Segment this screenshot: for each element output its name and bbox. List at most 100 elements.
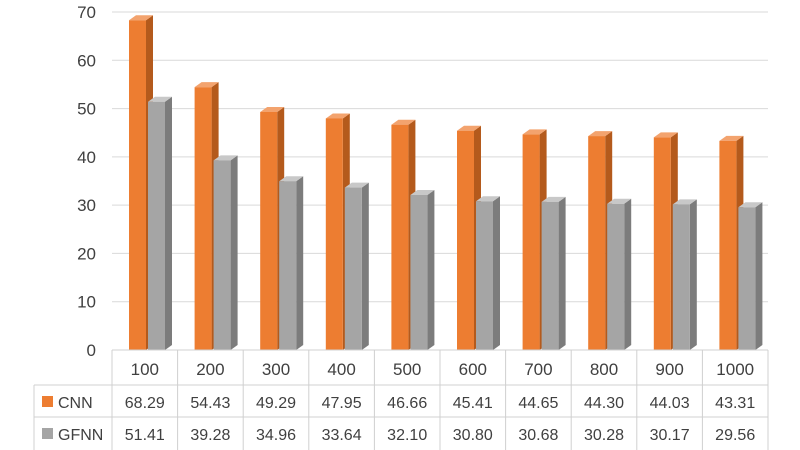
bar-front-face	[672, 204, 690, 350]
y-tick-label: 30	[77, 196, 96, 215]
bar-top-face	[148, 96, 172, 102]
data-label: 30.80	[453, 427, 493, 444]
bar-gfnn-700	[541, 196, 566, 350]
bar-front-face	[129, 20, 146, 350]
bar-top-face	[194, 82, 219, 88]
category-label: 200	[196, 360, 224, 379]
data-label: 32.10	[387, 427, 427, 444]
bar-top-face	[476, 196, 500, 202]
y-tick-label: 40	[77, 148, 96, 167]
bar-top-face	[260, 106, 285, 112]
y-tick-label: 70	[77, 3, 96, 22]
bar-front-face	[588, 136, 606, 350]
bar-side-face	[624, 198, 632, 350]
bar-top-face	[588, 131, 613, 137]
bar-front-face	[476, 201, 493, 350]
legend-label: GFNN	[58, 427, 103, 444]
category-label: 300	[262, 360, 290, 379]
bar-front-face	[410, 195, 428, 350]
bar-top-face	[719, 135, 744, 141]
data-label: 44.30	[584, 395, 624, 412]
bar-front-face	[738, 207, 756, 350]
bar-front-face	[607, 203, 625, 350]
bar-front-face	[719, 140, 737, 350]
data-label: 43.31	[715, 395, 755, 412]
bar-side-face	[427, 190, 435, 350]
bar-top-face	[541, 196, 566, 202]
y-axis: 0 10 20 30 40 50 60 70	[77, 3, 96, 360]
bar-top-face	[738, 202, 763, 208]
bar-front-face	[522, 134, 540, 350]
bar-side-face	[558, 196, 566, 350]
bar-gfnn-500	[410, 190, 435, 350]
bar-top-face	[213, 155, 238, 161]
data-label: 49.29	[256, 395, 296, 412]
category-label: 1000	[716, 360, 754, 379]
bar-top-face	[344, 182, 369, 188]
data-label: 33.64	[322, 427, 362, 444]
category-label: 100	[131, 360, 159, 379]
bar-top-face	[607, 198, 632, 204]
bar-side-face	[755, 202, 763, 350]
bar-front-face	[213, 160, 231, 350]
bar-cnn-100	[129, 15, 153, 350]
bar-top-face	[391, 119, 416, 125]
bar-top-face	[653, 132, 678, 138]
bars	[129, 15, 763, 351]
bar-top-face	[129, 15, 153, 21]
y-tick-label: 10	[77, 293, 96, 312]
y-tick-label: 50	[77, 100, 96, 119]
y-tick-label: 0	[87, 341, 96, 360]
data-label: 54.43	[190, 395, 230, 412]
bar-top-face	[522, 129, 547, 135]
data-label: 44.03	[650, 395, 690, 412]
bar-front-face	[279, 181, 297, 350]
category-label: 700	[524, 360, 552, 379]
bar-side-face	[361, 182, 369, 350]
bar-side-face	[165, 96, 172, 350]
data-label: 47.95	[322, 395, 362, 412]
data-table: 100 200 300 400 500 600 700 800 900 1000 CNN 68.29 5…	[33, 349, 769, 450]
category-label: 600	[459, 360, 487, 379]
bar-top-face	[672, 199, 697, 205]
y-tick-label: 60	[77, 51, 96, 70]
legend-swatch	[42, 428, 53, 439]
bar-gfnn-100	[148, 96, 172, 350]
category-label: 800	[590, 360, 618, 379]
bar-front-face	[148, 101, 165, 350]
bar-top-face	[457, 125, 481, 131]
category-label: 400	[327, 360, 355, 379]
y-tick-label: 20	[77, 244, 96, 263]
data-label: 30.28	[584, 427, 624, 444]
bar-top-face	[279, 176, 304, 182]
bar-gfnn-200	[213, 155, 238, 350]
category-label: 500	[393, 360, 421, 379]
bar-side-face	[493, 196, 500, 350]
bar-side-face	[296, 176, 304, 350]
legend-swatch	[42, 396, 53, 407]
bar-front-face	[391, 124, 409, 351]
legend-label: CNN	[58, 395, 93, 412]
bar-front-face	[260, 111, 278, 350]
bar-front-face	[457, 130, 474, 350]
bar-front-face	[194, 87, 212, 351]
data-label: 29.56	[715, 427, 755, 444]
data-label: 39.28	[190, 427, 230, 444]
bar-side-face	[230, 155, 238, 350]
bar-gfnn-600	[476, 196, 500, 350]
bar-front-face	[653, 137, 671, 350]
bar-front-face	[344, 187, 362, 350]
data-label: 68.29	[125, 395, 165, 412]
bar-top-face	[410, 190, 435, 196]
bar-top-face	[325, 113, 350, 119]
data-label: 30.68	[518, 427, 558, 444]
bar-gfnn-300	[279, 176, 304, 350]
data-label: 51.41	[125, 427, 165, 444]
bar-gfnn-1000	[738, 202, 763, 350]
data-label: 46.66	[387, 395, 427, 412]
bar-front-face	[541, 201, 559, 350]
category-label: 900	[655, 360, 683, 379]
data-label: 34.96	[256, 427, 296, 444]
bar-gfnn-400	[344, 182, 369, 350]
